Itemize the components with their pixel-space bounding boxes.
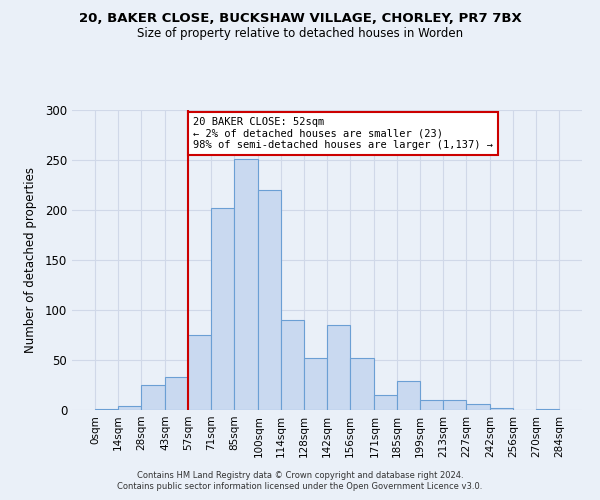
- Bar: [118, 406, 141, 410]
- Text: 20 BAKER CLOSE: 52sqm
← 2% of detached houses are smaller (23)
98% of semi-detac: 20 BAKER CLOSE: 52sqm ← 2% of detached h…: [193, 117, 493, 150]
- Bar: [259, 190, 281, 410]
- Y-axis label: Number of detached properties: Number of detached properties: [23, 167, 37, 353]
- Bar: [327, 325, 350, 410]
- Bar: [490, 408, 513, 410]
- Bar: [188, 335, 211, 410]
- Text: Size of property relative to detached houses in Worden: Size of property relative to detached ho…: [137, 28, 463, 40]
- Bar: [141, 385, 166, 410]
- Bar: [166, 377, 188, 410]
- Bar: [536, 409, 559, 410]
- Bar: [234, 159, 259, 410]
- Text: Contains HM Land Registry data © Crown copyright and database right 2024.: Contains HM Land Registry data © Crown c…: [137, 471, 463, 480]
- Bar: [281, 320, 304, 410]
- Text: Contains public sector information licensed under the Open Government Licence v3: Contains public sector information licen…: [118, 482, 482, 491]
- Text: 20, BAKER CLOSE, BUCKSHAW VILLAGE, CHORLEY, PR7 7BX: 20, BAKER CLOSE, BUCKSHAW VILLAGE, CHORL…: [79, 12, 521, 26]
- Bar: [211, 208, 234, 410]
- Bar: [304, 358, 327, 410]
- Bar: [466, 404, 490, 410]
- Bar: [397, 381, 420, 410]
- Bar: [374, 395, 397, 410]
- Bar: [350, 358, 374, 410]
- Bar: [420, 400, 443, 410]
- Bar: [443, 400, 466, 410]
- Bar: [95, 409, 118, 410]
